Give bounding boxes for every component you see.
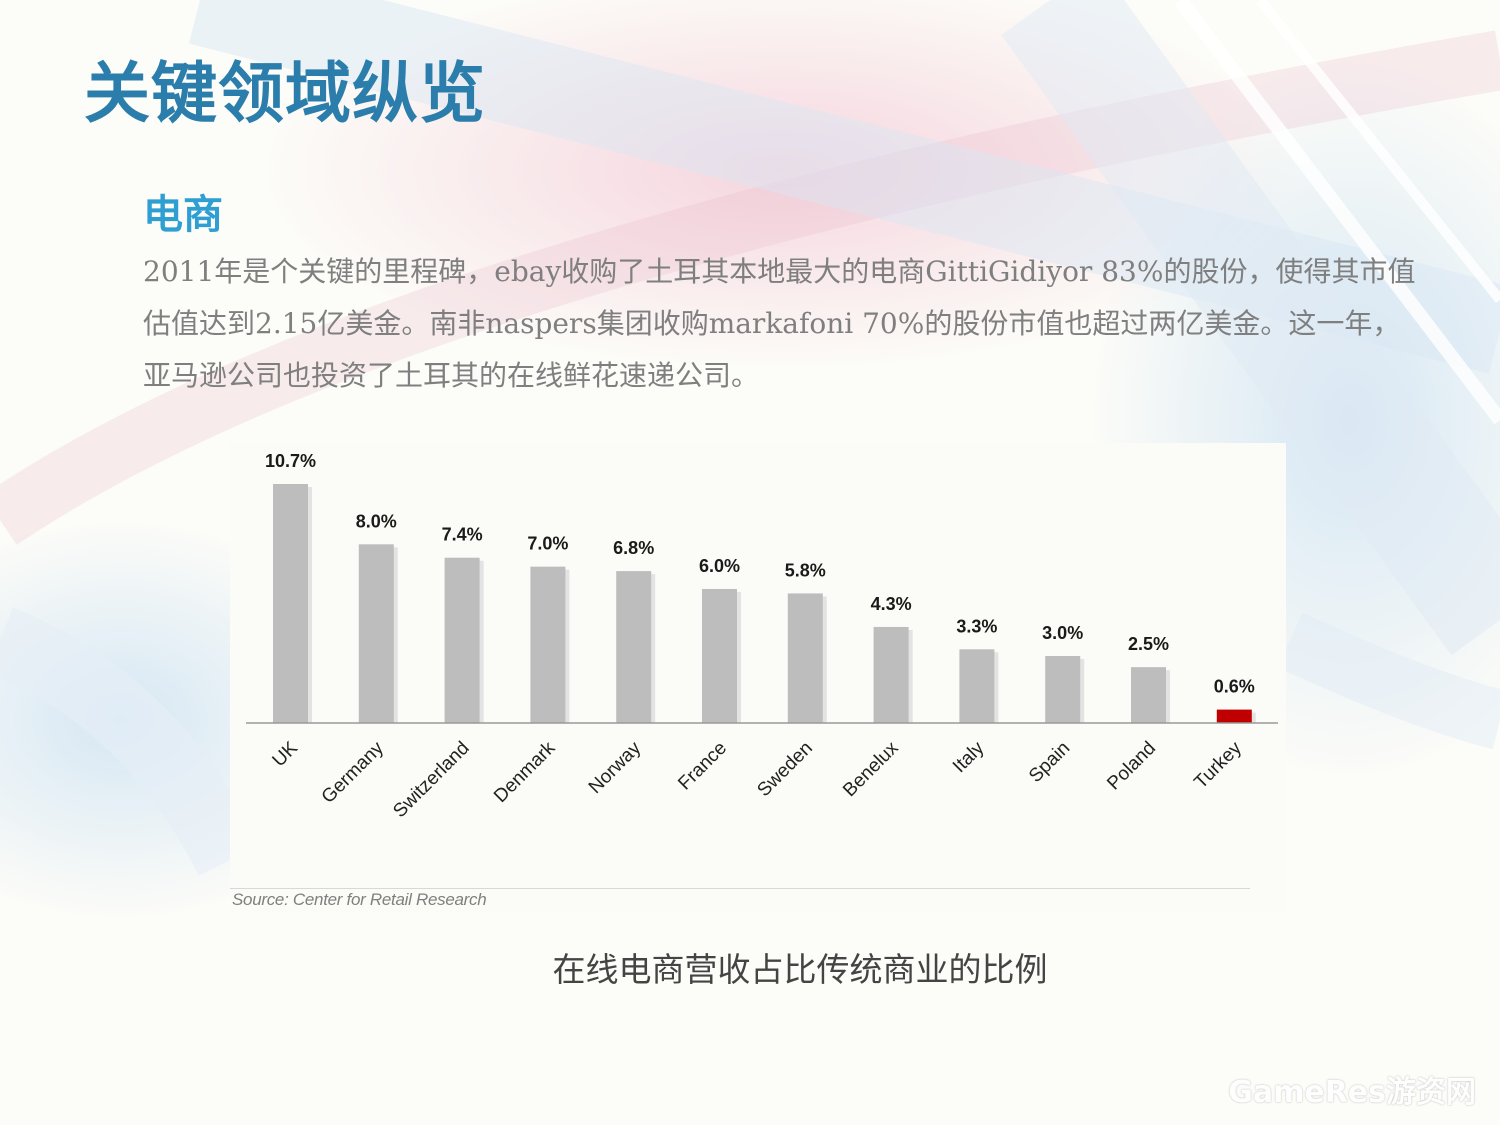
value-label-germany: 8.0% <box>356 511 397 531</box>
value-label-spain: 3.0% <box>1042 623 1083 643</box>
value-label-sweden: 5.8% <box>785 560 826 580</box>
source-divider <box>230 888 1250 889</box>
bar-germany <box>358 544 394 723</box>
bar-switzerland <box>444 557 480 723</box>
value-label-france: 6.0% <box>699 556 740 576</box>
category-label-germany: Germany <box>318 737 388 807</box>
bar-benelux <box>873 626 909 723</box>
bar-chart: 10.7% UK 8.0% Germany 7.4% Switzerland 7.0% Den… <box>246 451 1278 822</box>
category-label-sweden: Sweden <box>753 738 816 801</box>
bar-chart-panel: 10.7% UK 8.0% Germany 7.4% Switzerland 7.0% Den… <box>230 443 1286 913</box>
body-paragraph: 2011年是个关键的里程碑，ebay收购了土耳其本地最大的电商GittiGidi… <box>143 255 1416 392</box>
chart-caption: 在线电商营收占比传统商业的比例 <box>552 950 1048 989</box>
value-label-norway: 6.8% <box>613 538 654 558</box>
category-label-spain: Spain <box>1025 738 1074 787</box>
bar-uk <box>273 484 308 723</box>
category-label-uk: UK <box>269 737 303 771</box>
category-label-turkey: Turkey <box>1190 737 1246 793</box>
category-label-italy: Italy <box>949 737 989 777</box>
value-label-switzerland: 7.4% <box>442 525 483 545</box>
bar-denmark <box>530 566 566 723</box>
category-label-france: France <box>674 738 731 795</box>
value-label-italy: 3.3% <box>956 616 997 636</box>
bar-france <box>702 588 737 723</box>
bar-poland <box>1131 667 1166 723</box>
chart-source: Source: Center for Retail Research <box>232 890 487 909</box>
section-heading: 电商 <box>143 192 223 238</box>
category-label-benelux: Benelux <box>839 737 903 801</box>
category-label-denmark: Denmark <box>490 737 560 807</box>
value-label-denmark: 7.0% <box>527 534 568 554</box>
category-label-norway: Norway <box>585 737 646 798</box>
bar-italy <box>959 649 995 723</box>
value-label-turkey: 0.6% <box>1214 677 1255 697</box>
value-label-poland: 2.5% <box>1128 634 1169 654</box>
bar-norway <box>616 571 652 723</box>
slide-title: 关键领域纵览 <box>84 55 486 132</box>
bar-sweden <box>787 593 823 723</box>
category-label-switzerland: Switzerland <box>389 738 473 822</box>
category-label-poland: Poland <box>1103 738 1160 795</box>
value-label-uk: 10.7% <box>265 451 316 471</box>
bar-turkey <box>1216 709 1252 723</box>
value-label-benelux: 4.3% <box>871 594 912 614</box>
bar-spain <box>1045 655 1081 723</box>
watermark-logo: GameRes游资网 <box>1228 1075 1476 1110</box>
